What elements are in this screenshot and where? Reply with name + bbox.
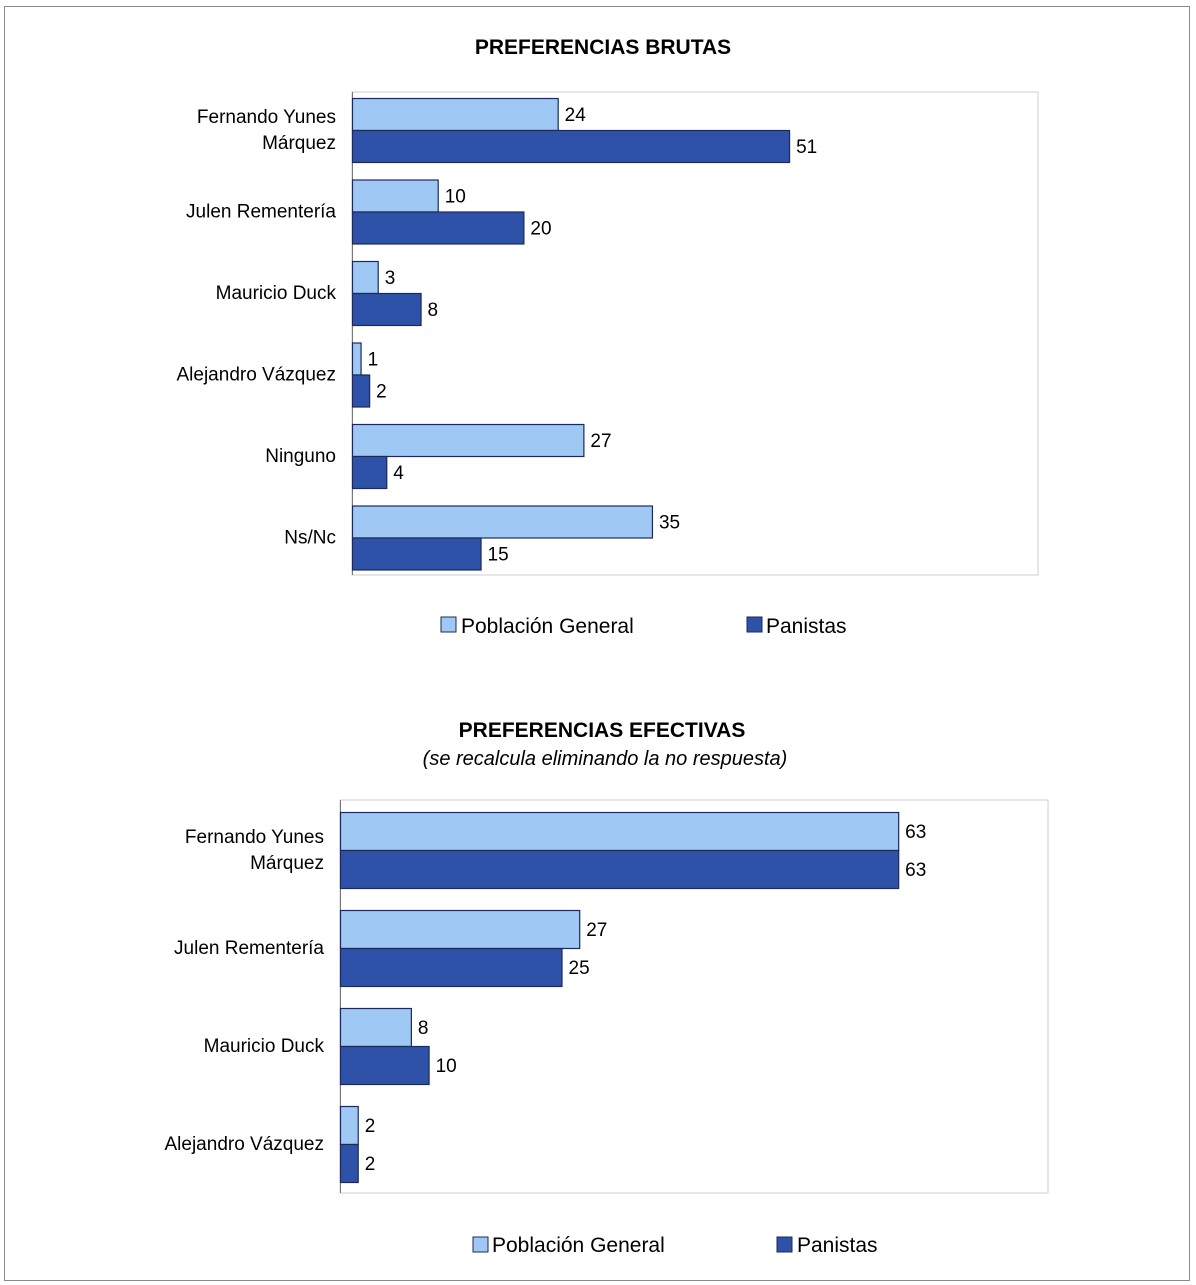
chart-2-bar-panistas xyxy=(339,947,563,988)
chart-1-data-label-poblacion: 10 xyxy=(445,187,466,208)
chart-1-data-label-panistas: 4 xyxy=(393,463,404,484)
chart-2-bar-poblacion xyxy=(339,909,581,950)
chart-1-bar-panistas xyxy=(351,129,791,164)
chart-2-category-label: Mauricio Duck xyxy=(204,1036,325,1057)
chart-2-bar-poblacion xyxy=(339,811,900,852)
chart-1-bar-panistas xyxy=(351,211,525,245)
chart-1-category-label: Fernando Yunes xyxy=(197,107,336,128)
chart-2-data-label-panistas: 63 xyxy=(905,860,926,881)
chart-2-title: PREFERENCIAS EFECTIVAS xyxy=(459,719,746,742)
chart-2-data-label-panistas: 2 xyxy=(365,1154,376,1175)
chart-1-category-label: Márquez xyxy=(262,133,336,154)
chart-1-legend-label-panistas: Panistas xyxy=(766,615,847,638)
chart-1-bar-poblacion xyxy=(351,179,439,213)
chart-1-data-label-panistas: 15 xyxy=(488,545,509,566)
chart-1-category-label: Ns/Nc xyxy=(284,528,336,549)
chart-2-data-label-panistas: 25 xyxy=(569,958,590,979)
chart-1-legend-swatch-panistas xyxy=(746,616,763,633)
chart-1-data-label-poblacion: 24 xyxy=(565,105,587,126)
chart-2-bar-panistas xyxy=(339,849,900,890)
chart-1-bar-panistas xyxy=(351,292,422,327)
chart-1-bar-poblacion xyxy=(351,505,654,539)
chart-1-legend-swatch-poblacion xyxy=(440,616,457,633)
chart-1-data-label-poblacion: 3 xyxy=(385,268,396,289)
chart-2-data-label-poblacion: 8 xyxy=(418,1018,429,1039)
chart-1-data-label-panistas: 20 xyxy=(530,219,551,240)
chart-1-data-label-panistas: 2 xyxy=(376,382,387,403)
chart-1-bar-panistas xyxy=(351,537,482,571)
chart-1-data-label-panistas: 51 xyxy=(796,137,817,158)
chart-1-category-label: Ninguno xyxy=(265,446,336,467)
chart-1-bar-poblacion xyxy=(351,260,379,295)
chart-1-legend: Población General Panistas xyxy=(440,615,847,638)
chart-1-plot-area xyxy=(351,91,1039,576)
chart-2-category-label: Márquez xyxy=(250,853,324,874)
chart-1-bar-panistas xyxy=(351,455,388,490)
chart-2-bar-panistas xyxy=(339,1045,430,1086)
chart-1-bar-poblacion xyxy=(351,97,559,132)
chart-2-legend-label-panistas: Panistas xyxy=(797,1234,878,1257)
chart-1-category-label: Mauricio Duck xyxy=(216,283,337,304)
chart-1-data-label-poblacion: 27 xyxy=(590,431,611,452)
chart-2-legend: Población General Panistas xyxy=(472,1234,878,1257)
chart-1-data-label-panistas: 8 xyxy=(428,300,439,321)
chart-2-data-label-panistas: 10 xyxy=(436,1056,457,1077)
chart-1-bar-poblacion xyxy=(351,423,585,458)
chart-1-bar-poblacion xyxy=(351,342,362,376)
chart-2-category-label: Fernando Yunes xyxy=(185,827,324,848)
chart-1-data-label-poblacion: 1 xyxy=(368,350,379,371)
chart-2-legend-swatch-poblacion xyxy=(472,1236,489,1253)
chart-2-category-label: Alejandro Vázquez xyxy=(165,1134,325,1155)
chart-1-category-label: Alejandro Vázquez xyxy=(177,365,337,386)
chart-2-bar-panistas xyxy=(339,1143,359,1184)
chart-2-data-label-poblacion: 63 xyxy=(905,822,926,843)
chart-preferencias-brutas: PREFERENCIAS BRUTAS Fernando Yunes Márque… xyxy=(177,36,1039,638)
chart-1-data-label-poblacion: 35 xyxy=(659,513,680,534)
chart-1-legend-label-poblacion: Población General xyxy=(461,615,634,638)
chart-1-category-label: Julen Rementería xyxy=(186,202,336,223)
chart-2-data-label-poblacion: 27 xyxy=(586,920,607,941)
chart-preferencias-efectivas: PREFERENCIAS EFECTIVAS (se recalcula eli… xyxy=(165,719,1049,1257)
chart-2-data-label-poblacion: 2 xyxy=(365,1116,376,1137)
chart-2-bar-poblacion xyxy=(339,1007,412,1048)
chart-2-legend-label-poblacion: Población General xyxy=(492,1234,665,1257)
chart-2-bar-poblacion xyxy=(339,1105,359,1146)
chart-2-legend-swatch-panistas xyxy=(776,1236,793,1253)
chart-1-title: PREFERENCIAS BRUTAS xyxy=(475,36,731,59)
chart-2-category-label: Julen Rementería xyxy=(174,938,324,959)
chart-1-bar-panistas xyxy=(351,374,371,408)
chart-2-subtitle: (se recalcula eliminando la no respuesta… xyxy=(423,748,788,770)
